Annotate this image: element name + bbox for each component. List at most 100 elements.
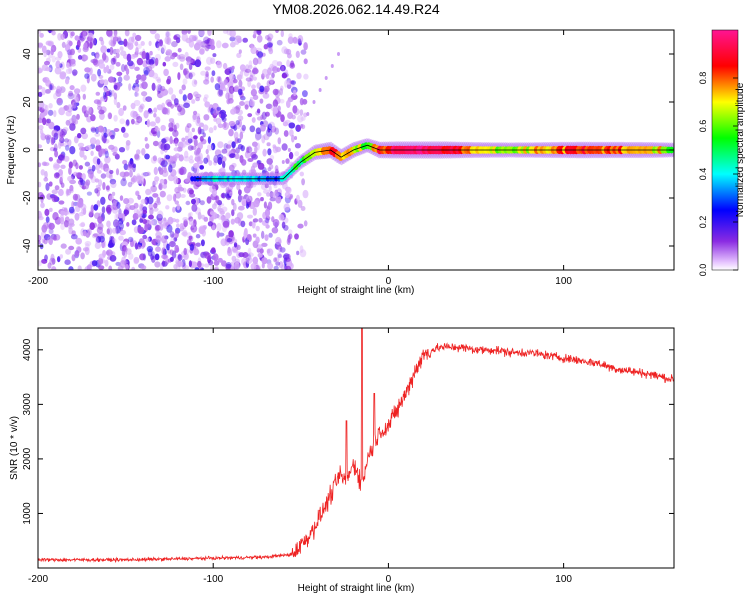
noise-speckle — [166, 243, 170, 251]
x-tick-label: 100 — [555, 574, 572, 585]
noise-speckle — [82, 207, 87, 215]
noise-speckle — [118, 40, 125, 46]
noise-speckle — [294, 151, 300, 157]
noise-speckle — [242, 252, 249, 258]
noise-speckle — [242, 200, 246, 207]
snr-x-axis: -200 -100 0 100 — [28, 328, 572, 585]
noise-speckle — [157, 83, 162, 91]
noise-speckle — [187, 92, 193, 101]
noise-speckle — [142, 234, 148, 240]
noise-speckle — [77, 35, 85, 41]
noise-speckle — [261, 257, 268, 265]
noise-speckle — [252, 141, 258, 147]
noise-speckle — [150, 185, 157, 193]
noise-speckle — [104, 259, 109, 267]
noise-speckle — [81, 132, 88, 140]
noise-speckle — [95, 236, 102, 243]
noise-speckle — [171, 233, 178, 238]
noise-speckle — [39, 213, 43, 219]
noise-speckle — [222, 160, 226, 169]
noise-speckle — [130, 54, 136, 59]
noise-speckle — [67, 139, 72, 147]
snr-y-label: SNR (10 * v/v) — [9, 416, 20, 480]
noise-speckle — [148, 59, 155, 66]
noise-speckle — [68, 266, 74, 270]
noise-speckle — [184, 265, 189, 270]
y-tick-label: -20 — [22, 190, 33, 205]
noise-speckle — [110, 181, 117, 189]
noise-speckle — [287, 112, 294, 119]
noise-speckle — [59, 130, 66, 138]
noise-speckle — [146, 245, 154, 253]
noise-speckle — [282, 182, 288, 190]
noise-speckle — [169, 256, 174, 262]
noise-speckle — [110, 134, 115, 140]
noise-speckle — [268, 163, 274, 170]
noise-speckle — [41, 161, 47, 166]
noise-speckle — [232, 78, 238, 84]
noise-speckle — [41, 87, 46, 96]
y-tick-label: 40 — [22, 48, 33, 60]
snr-x-label: Height of straight line (km) — [298, 583, 415, 594]
noise-speckle — [128, 236, 134, 242]
noise-speckle — [110, 57, 116, 65]
noise-speckle — [227, 248, 233, 257]
noise-speckle — [262, 148, 267, 157]
noise-speckle — [236, 183, 241, 191]
noise-speckle — [84, 243, 90, 251]
noise-speckle — [217, 257, 223, 263]
noise-speckle — [251, 154, 258, 160]
noise-speckle — [187, 138, 193, 144]
noise-speckle — [301, 178, 305, 186]
noise-speckle — [168, 164, 173, 173]
noise-speckle — [141, 172, 148, 178]
noise-speckle — [158, 167, 164, 175]
noise-speckle — [89, 222, 95, 231]
noise-speckle — [248, 180, 254, 189]
noise-speckle — [213, 260, 220, 266]
noise-speckle — [136, 175, 142, 184]
noise-speckle — [225, 212, 231, 219]
noise-speckle — [120, 178, 127, 187]
noise-speckle — [149, 50, 153, 56]
noise-speckle — [162, 107, 169, 115]
noise-speckle — [276, 61, 283, 67]
noise-speckle — [160, 160, 168, 168]
noise-speckle — [226, 238, 233, 243]
noise-speckle — [90, 204, 95, 213]
noise-speckle — [68, 206, 75, 214]
noise-speckle — [266, 128, 273, 137]
noise-speckle — [59, 72, 66, 80]
noise-speckle — [193, 91, 199, 97]
noise-speckle — [146, 171, 151, 176]
noise-speckle — [108, 76, 115, 83]
noise-speckle — [270, 104, 275, 111]
noise-speckle — [233, 242, 238, 248]
noise-speckle — [279, 88, 284, 96]
noise-speckle — [226, 67, 233, 72]
noise-speckle — [210, 76, 214, 83]
colorbar-label: Normalized spectral amplitude — [735, 82, 746, 217]
noise-speckle — [41, 45, 47, 54]
noise-speckle — [96, 169, 102, 174]
noise-speckle — [48, 103, 53, 109]
noise-speckle — [222, 220, 230, 228]
noise-speckle — [100, 196, 106, 205]
noise-speckle — [210, 44, 216, 51]
noise-speckle — [118, 147, 126, 153]
noise-speckle — [128, 36, 135, 45]
noise-speckle — [288, 122, 296, 129]
noise-speckle — [100, 39, 105, 46]
noise-speckle — [163, 178, 168, 186]
noise-speckle — [193, 110, 198, 116]
noise-speckle — [154, 33, 160, 40]
noise-speckle — [207, 144, 214, 151]
noise-speckle — [216, 106, 222, 111]
noise-speckle — [125, 68, 130, 75]
noise-speckle — [97, 105, 103, 111]
noise-speckle — [217, 141, 224, 149]
noise-speckle — [271, 227, 279, 234]
noise-speckle — [83, 155, 87, 161]
noise-speckle — [188, 62, 193, 70]
noise-speckle — [109, 195, 115, 201]
